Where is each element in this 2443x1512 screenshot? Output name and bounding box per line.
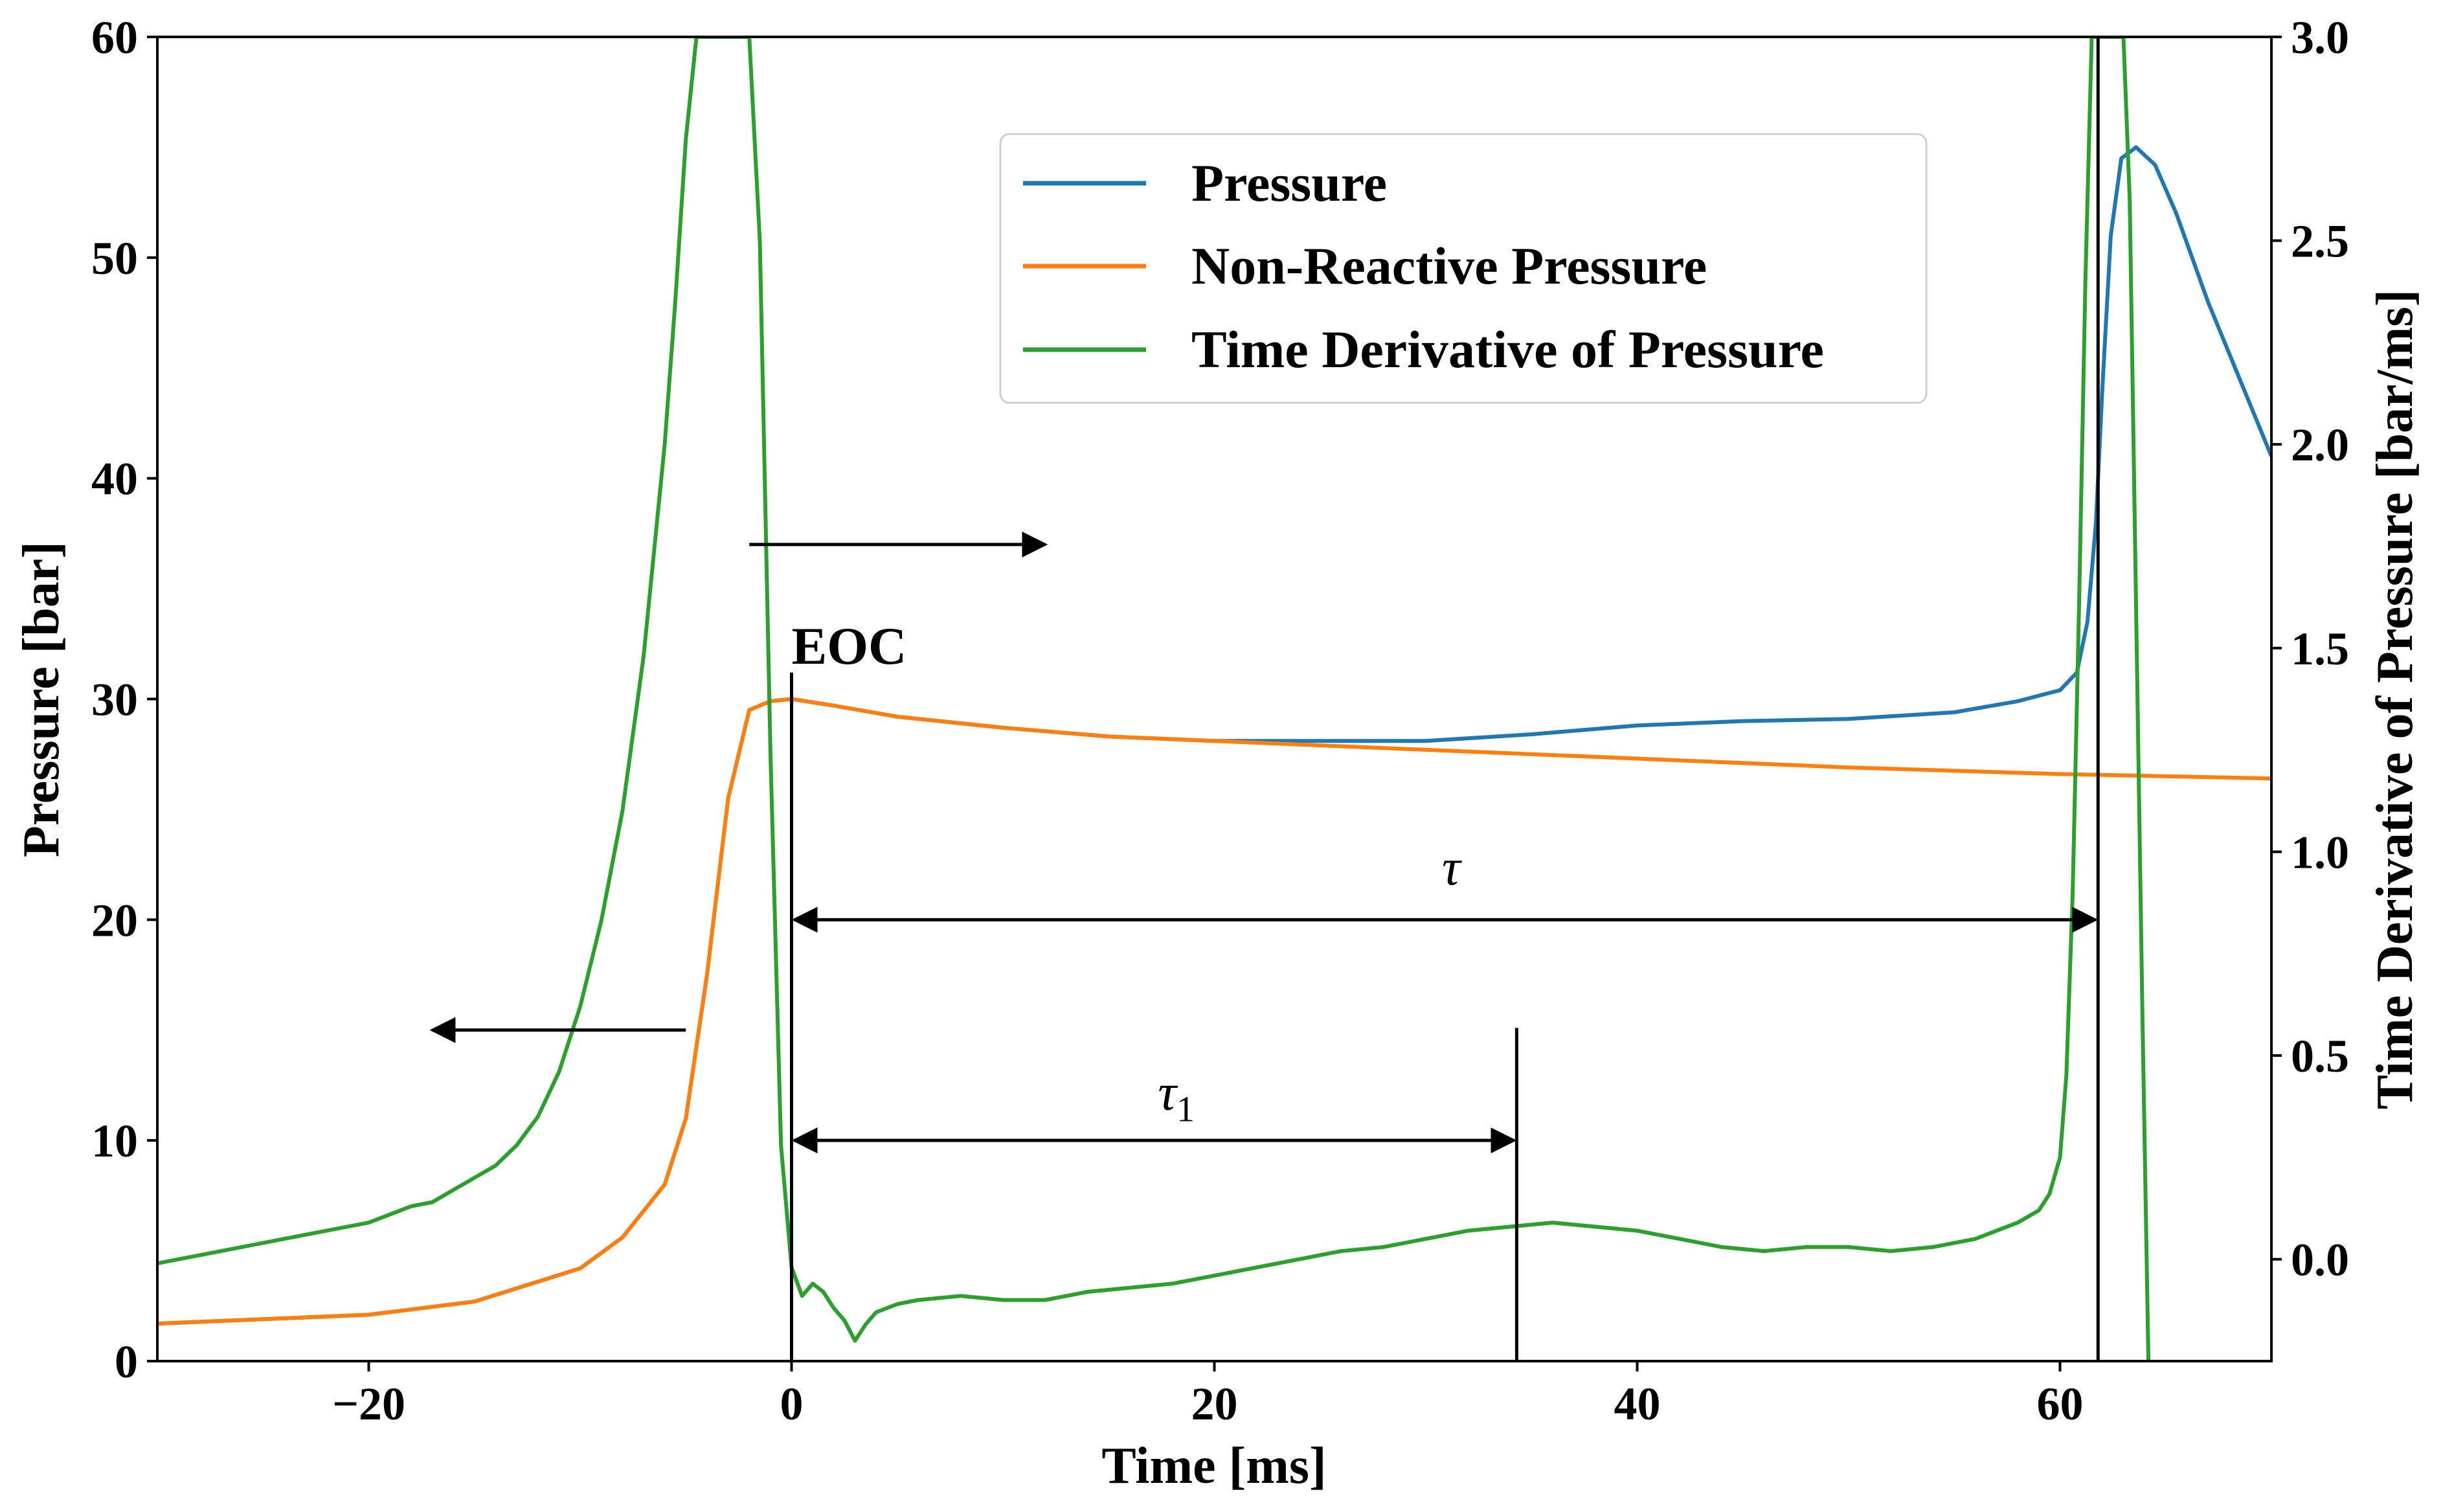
legend-label-non-reactive: Non-Reactive Pressure [1191, 236, 1707, 295]
y2-tick-label: 1.0 [2291, 826, 2349, 878]
y2-tick-label: 3.0 [2291, 12, 2349, 63]
legend-label-derivative: Time Derivative of Pressure [1191, 320, 1824, 379]
y-tick-label: 0 [115, 1336, 138, 1388]
x-tick-label: 0 [780, 1378, 804, 1430]
eoc-label: EOC [792, 616, 907, 675]
y-tick-label: 40 [91, 453, 138, 505]
y2-tick-label: 1.5 [2291, 623, 2349, 675]
series-line-1 [157, 697, 2271, 1326]
x-tick-label: 20 [1191, 1378, 1238, 1430]
y2-tick-label: 0.0 [2291, 1234, 2349, 1286]
x-tick-label: −20 [332, 1378, 405, 1430]
tau1-symbol: τ [1158, 1064, 1178, 1121]
y2-tick-label: 2.5 [2291, 216, 2349, 267]
y2-tick-label: 0.5 [2291, 1030, 2349, 1082]
y-tick-label: 30 [91, 674, 138, 726]
y2-tick-label: 2.0 [2291, 419, 2349, 471]
tau1-label: τ1 [1158, 1064, 1195, 1129]
y-tick-label: 20 [91, 894, 138, 946]
x-axis-title: Time [ms] [1101, 1438, 1326, 1495]
y-tick-label: 60 [91, 12, 138, 63]
legend: Pressure Non-Reactive Pressure Time Deri… [999, 133, 1928, 404]
series-layer [157, 37, 2271, 1361]
x-axis: −20 0 20 40 60 [332, 1361, 2084, 1430]
y-tick-label: 50 [91, 232, 138, 284]
tau1-subscript: 1 [1176, 1089, 1195, 1129]
x-tick-label: 60 [2037, 1378, 2084, 1430]
x-tick-label: 40 [1614, 1378, 1661, 1430]
tau-label: τ [1442, 839, 1463, 896]
legend-label-pressure: Pressure [1191, 153, 1387, 212]
legend-box [999, 133, 1928, 404]
y-axis-left: 0 10 20 30 40 50 60 [91, 12, 157, 1388]
y-axis-title: Pressure [bar] [13, 541, 70, 857]
series-line-2 [157, 37, 2151, 1361]
y2-axis-title: Time Derivative of Pressure [bar/ms] [2367, 289, 2424, 1109]
y-tick-label: 10 [91, 1115, 138, 1167]
y-axis-right: 0.0 0.5 1.0 1.5 2.0 2.5 3.0 [2271, 12, 2349, 1286]
